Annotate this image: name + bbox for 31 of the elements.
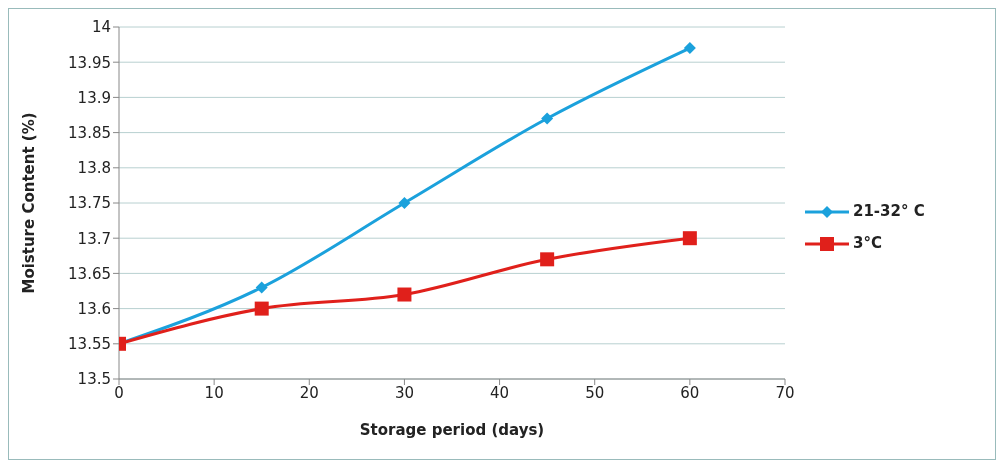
point: [682, 231, 697, 246]
y-tick-label: 13.7: [77, 229, 111, 248]
x-axis-title: Storage period (days): [359, 421, 545, 439]
y-tick-label: 13.65: [68, 264, 111, 283]
y-tick-label: 13.55: [68, 335, 111, 354]
x-tick-label: 50: [585, 383, 605, 402]
x-tick-label: 60: [680, 383, 700, 402]
point: [397, 287, 412, 302]
point: [683, 42, 696, 55]
x-tick-label: 20: [299, 383, 319, 402]
y-tick-label: 13.6: [77, 299, 111, 318]
y-tick-label: 13.5: [77, 370, 111, 389]
y-tick-label: 14: [91, 18, 111, 37]
point: [255, 281, 268, 294]
y-tick-label: 13.9: [77, 88, 111, 107]
x-tick-label: 30: [394, 383, 414, 402]
x-tick-label: 70: [775, 383, 795, 402]
point: [398, 197, 411, 209]
y-tick-label: 13.8: [77, 159, 111, 178]
point: [254, 301, 269, 316]
y-tick-label: 13.95: [68, 53, 111, 72]
x-tick-label: 0: [114, 383, 124, 402]
legend-label: 3°C: [853, 234, 882, 252]
x-tick-label: 10: [204, 383, 224, 402]
point: [540, 252, 555, 267]
legend-label: 21-32° C: [853, 202, 925, 220]
y-axis-title: Moisture Content (%): [20, 112, 39, 294]
x-tick-label: 40: [490, 383, 510, 402]
point: [541, 112, 554, 125]
y-tick-label: 13.85: [68, 123, 111, 142]
y-tick-label: 13.75: [68, 194, 111, 213]
